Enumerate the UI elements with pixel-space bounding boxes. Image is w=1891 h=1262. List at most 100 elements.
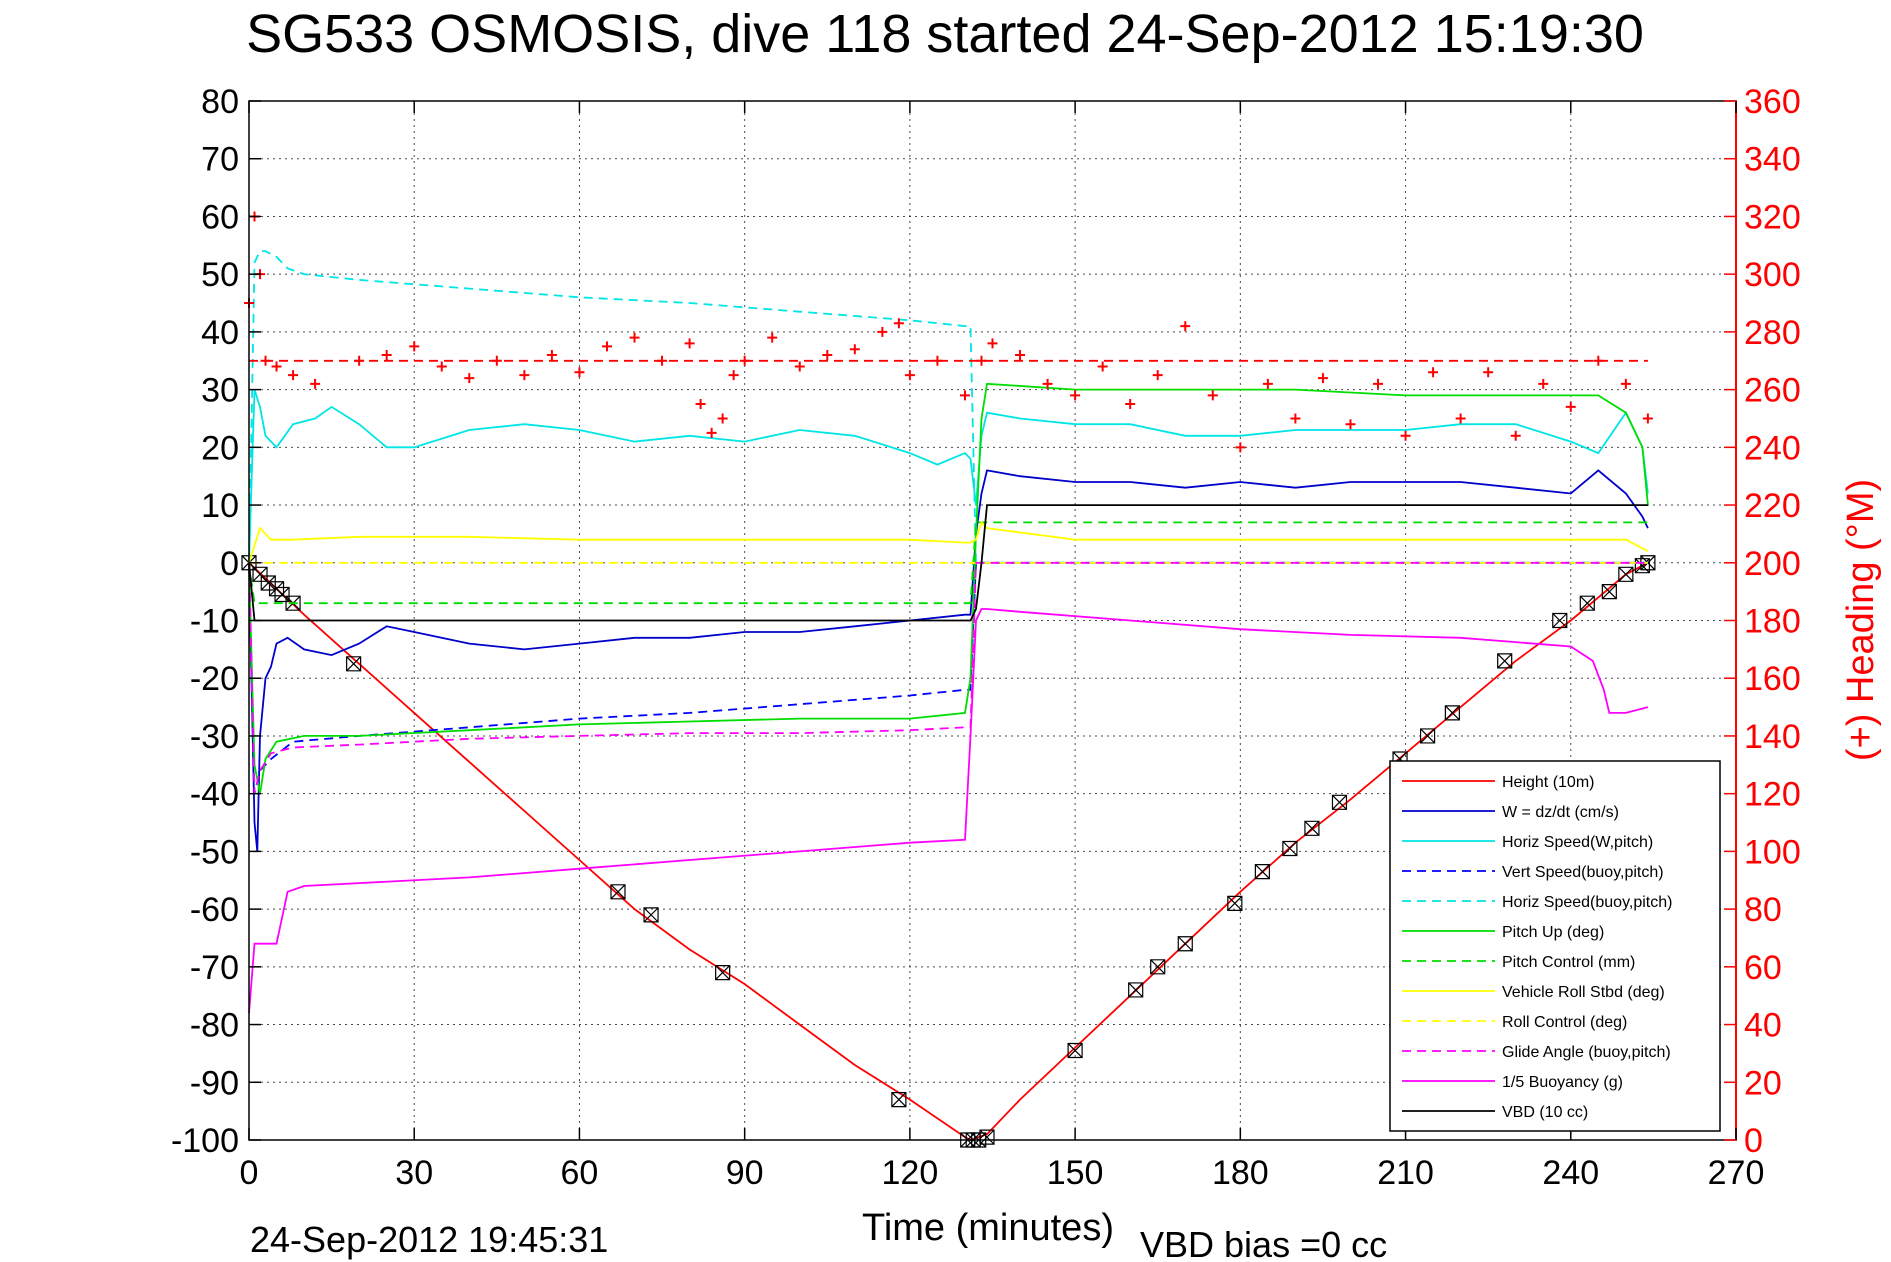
height-marker (1552, 612, 1568, 629)
y-tick-label: 50 (201, 256, 239, 294)
y2-tick-label: 220 (1744, 487, 1801, 525)
heading-marker (1538, 378, 1549, 389)
heading-marker (794, 361, 805, 372)
series-horiz-speed-buoy-pitch (248, 250, 1648, 564)
heading-marker (546, 349, 557, 360)
heading-marker (1207, 390, 1218, 401)
heading-marker (1152, 370, 1163, 381)
height-marker (1227, 895, 1243, 911)
x-tick-label: 90 (726, 1154, 764, 1192)
y-tick-label: 40 (201, 314, 239, 352)
y-tick-label: -90 (190, 1064, 239, 1102)
legend-label: Pitch Up (deg) (1502, 924, 1604, 941)
height-marker (1601, 584, 1617, 600)
data-series (241, 211, 1656, 1148)
heading-marker (893, 318, 904, 329)
y-tick-label: -60 (190, 891, 239, 929)
footer-vbd-bias: VBD bias =0 cc (1140, 1224, 1387, 1262)
heading-marker (767, 332, 778, 343)
heading-marker (877, 326, 888, 337)
y-tick-label: 0 (220, 545, 239, 583)
legend-label: Roll Control (deg) (1502, 1014, 1627, 1031)
x-tick-label: 210 (1377, 1154, 1434, 1192)
heading-marker (310, 378, 321, 389)
heading-marker (271, 361, 282, 372)
heading-marker (409, 341, 420, 352)
y2-tick-label: 340 (1744, 141, 1801, 179)
y-tick-label: 10 (201, 487, 239, 525)
heading-marker (1180, 321, 1191, 332)
x-axis-label: Time (minutes) (862, 1207, 1114, 1249)
legend-label: VBD (10 cc) (1502, 1104, 1588, 1121)
y2-tick-label: 280 (1744, 314, 1801, 352)
y-tick-label: 30 (201, 372, 239, 410)
y2-tick-label: 300 (1744, 256, 1801, 294)
legend-box (1389, 760, 1721, 1132)
heading-marker (1125, 399, 1136, 410)
heading-marker (1400, 430, 1411, 441)
y2-tick-label: 60 (1744, 949, 1782, 987)
y-tick-label: 80 (201, 83, 239, 121)
x-tick-label: 30 (395, 1154, 433, 1192)
y-tick-label: 70 (201, 141, 239, 179)
heading-marker (717, 413, 728, 424)
heading-marker (629, 332, 640, 343)
heading-marker (684, 338, 695, 349)
heading-marker (1455, 413, 1466, 424)
heading-marker (519, 370, 530, 381)
height-marker (274, 586, 290, 603)
height-marker (1150, 959, 1166, 975)
y2-tick-label: 40 (1744, 1007, 1782, 1045)
heading-marker (1015, 349, 1026, 360)
heading-marker (1097, 361, 1108, 372)
y-tick-label: -10 (190, 603, 239, 641)
legend-label: 1/5 Buoyancy (g) (1502, 1074, 1623, 1091)
x-tick-label: 120 (882, 1154, 939, 1192)
heading-marker (849, 344, 860, 355)
heading-marker (1510, 430, 1521, 441)
height-marker (1254, 863, 1270, 880)
y-tick-label: -50 (190, 833, 239, 871)
heading-marker (1428, 367, 1439, 378)
legend-label: Vert Speed(buoy,pitch) (1502, 864, 1664, 881)
y2-tick-label: 120 (1744, 776, 1801, 814)
x-tick-label: 60 (561, 1154, 599, 1192)
height-marker (1177, 936, 1193, 952)
y-tick-label: -40 (190, 776, 239, 814)
ticks: 0 30 60 90 120 150 180 210 240 270-100-90-80-70-6… (171, 83, 1801, 1192)
heading-marker (1070, 390, 1081, 401)
height-marker (1282, 840, 1298, 857)
series-w-dz-dt-cm-s (248, 469, 1649, 852)
series-glide-angle-buoy-pitch (248, 561, 1648, 794)
heading-marker (1042, 378, 1053, 389)
x-tick-label: 270 (1708, 1154, 1765, 1192)
heading-marker (1317, 373, 1328, 384)
series-1-5-buoyancy-g (248, 608, 1649, 1014)
height-marker (1419, 728, 1436, 744)
x-tick-label: 150 (1047, 1154, 1104, 1192)
y2-tick-label: 160 (1744, 660, 1801, 698)
height-marker (1444, 705, 1460, 721)
y2-tick-label: 260 (1744, 372, 1801, 410)
height-marker (610, 884, 626, 900)
height-marker (1497, 653, 1513, 669)
heading-marker (822, 349, 833, 360)
y2-tick-label: 80 (1744, 891, 1782, 929)
height-marker (346, 656, 362, 672)
y-tick-label: 20 (201, 429, 239, 467)
y2-tick-label: 320 (1744, 198, 1801, 236)
y-tick-label: -20 (190, 660, 239, 698)
y-tick-label: -100 (171, 1122, 239, 1160)
heading-marker (288, 370, 299, 381)
heading-marker (695, 399, 706, 410)
heading-marker (706, 427, 717, 438)
heading-marker (1483, 367, 1494, 378)
footer-timestamp: 24-Sep-2012 19:45:31 (250, 1219, 608, 1260)
legend: Height (10m) W = dz/dt (cm/s) Horiz Speed(… (1389, 760, 1721, 1132)
heading-marker (1290, 413, 1301, 424)
height-marker (1331, 794, 1348, 810)
y2-tick-label: 180 (1744, 603, 1801, 641)
x-tick-label: 0 (240, 1154, 259, 1192)
heading-marker (959, 390, 970, 401)
heading-marker (1565, 401, 1576, 412)
